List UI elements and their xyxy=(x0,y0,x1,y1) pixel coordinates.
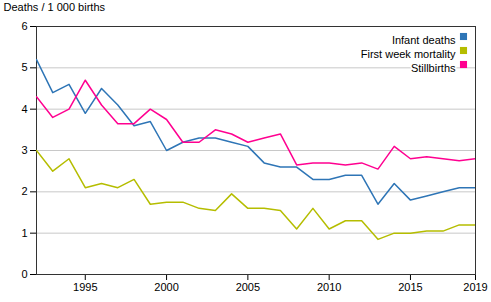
svg-text:5: 5 xyxy=(21,61,27,73)
svg-text:2019: 2019 xyxy=(463,281,487,293)
svg-text:1995: 1995 xyxy=(73,281,97,293)
svg-text:Deaths / 1 000 births: Deaths / 1 000 births xyxy=(4,1,106,13)
svg-text:2010: 2010 xyxy=(317,281,341,293)
svg-text:0: 0 xyxy=(21,268,27,280)
svg-text:2015: 2015 xyxy=(398,281,422,293)
svg-text:3: 3 xyxy=(21,144,27,156)
svg-text:Stillbirths: Stillbirths xyxy=(411,62,456,74)
svg-text:6: 6 xyxy=(21,20,27,32)
svg-text:Infant deaths: Infant deaths xyxy=(392,34,456,46)
svg-text:First week mortality: First week mortality xyxy=(361,48,456,60)
svg-text:2005: 2005 xyxy=(236,281,260,293)
svg-text:2: 2 xyxy=(21,185,27,197)
svg-text:1: 1 xyxy=(21,227,27,239)
svg-text:2000: 2000 xyxy=(154,281,178,293)
svg-text:4: 4 xyxy=(21,103,27,115)
